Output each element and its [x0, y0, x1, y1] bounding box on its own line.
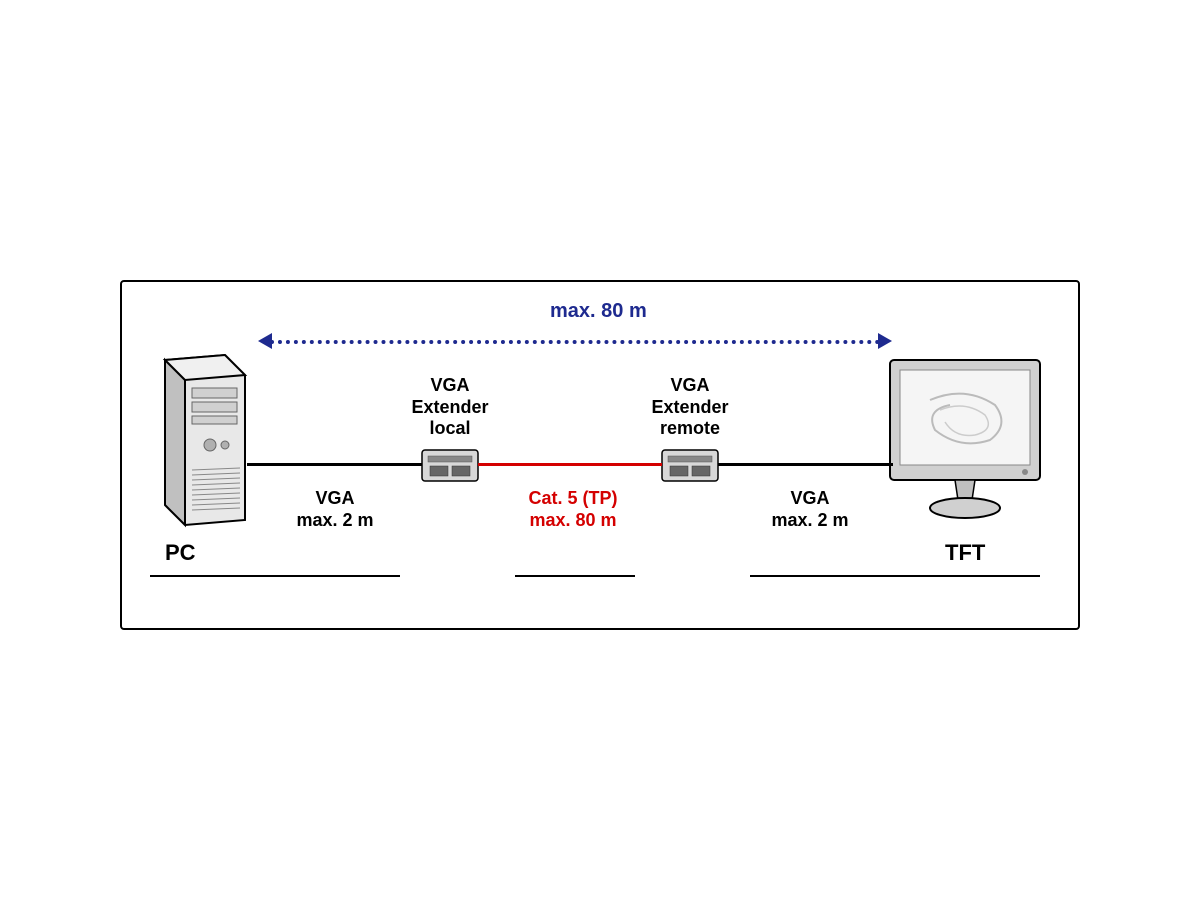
- underline-mid: [515, 575, 635, 577]
- arrow-left: [258, 333, 272, 349]
- vga-left-line1: VGA: [280, 488, 390, 510]
- cable-cat5-label: Cat. 5 (TP) max. 80 m: [513, 488, 633, 531]
- tft-label: TFT: [945, 540, 985, 566]
- extender-remote-line2: Extender: [640, 397, 740, 419]
- extender-remote-device: [660, 448, 720, 483]
- extender-local-device: [420, 448, 480, 483]
- underline-right: [750, 575, 1040, 577]
- extender-local-label: VGA Extender local: [400, 375, 500, 440]
- extender-local-line2: Extender: [400, 397, 500, 419]
- total-distance-label: max. 80 m: [550, 300, 647, 323]
- extender-remote-line1: VGA: [640, 375, 740, 397]
- cable-cat5: [478, 463, 662, 466]
- monitor-device: [880, 350, 1050, 530]
- extender-remote-label: VGA Extender remote: [640, 375, 740, 440]
- cat5-line2: max. 80 m: [513, 510, 633, 532]
- cable-vga-left-label: VGA max. 2 m: [280, 488, 390, 531]
- vga-right-line1: VGA: [755, 488, 865, 510]
- pc-label: PC: [165, 540, 196, 566]
- underline-left: [150, 575, 400, 577]
- cable-vga-right: [718, 463, 893, 466]
- extender-remote-line3: remote: [640, 418, 740, 440]
- vga-right-line2: max. 2 m: [755, 510, 865, 532]
- cable-vga-left: [247, 463, 422, 466]
- cable-vga-right-label: VGA max. 2 m: [755, 488, 865, 531]
- total-distance-line: [270, 340, 880, 344]
- pc-device: [150, 350, 250, 530]
- cat5-line1: Cat. 5 (TP): [513, 488, 633, 510]
- extender-local-line1: VGA: [400, 375, 500, 397]
- vga-left-line2: max. 2 m: [280, 510, 390, 532]
- extender-local-line3: local: [400, 418, 500, 440]
- arrow-right: [878, 333, 892, 349]
